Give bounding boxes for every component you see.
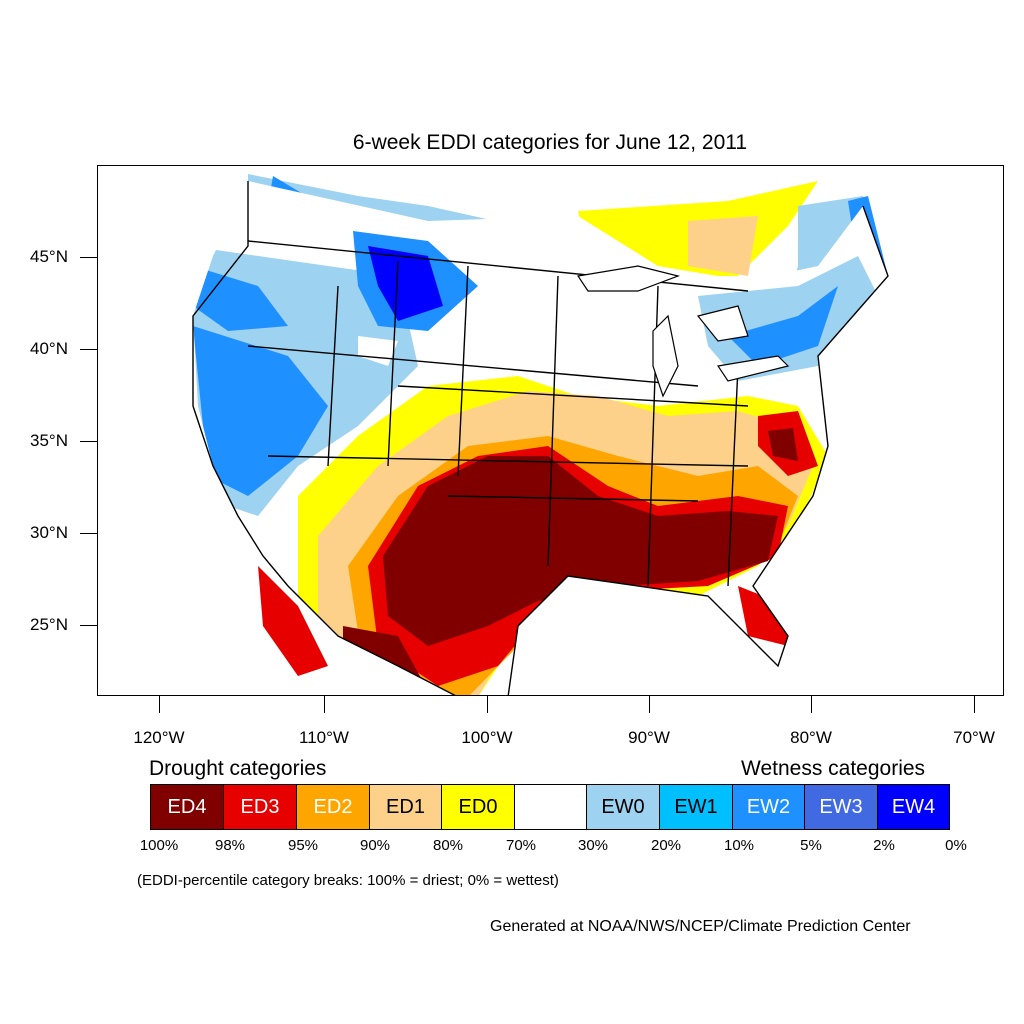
lon-label-100w: 100°W <box>461 728 513 747</box>
lat-tick <box>80 257 97 258</box>
legend-label: EW2 <box>746 795 791 818</box>
legend-label: ED0 <box>458 795 498 818</box>
legend-swatch-ew1: EW1 <box>659 784 733 830</box>
legend-label: EW3 <box>819 795 863 818</box>
lon-label-80w: 80°W <box>790 728 832 747</box>
percentile-label: 5% <box>800 837 822 854</box>
great-lakes <box>576 265 790 398</box>
lon-tick <box>159 696 160 713</box>
legend-label: ED2 <box>313 795 353 818</box>
legend-label: ED1 <box>386 795 425 818</box>
lon-tick <box>811 696 812 713</box>
legend-swatch-ed1: ED1 <box>369 784 442 830</box>
legend-swatch-ew3: EW3 <box>804 784 878 830</box>
lat-label-35: 35°N <box>30 431 68 450</box>
lon-label-70w: 70°W <box>953 728 995 747</box>
lon-tick <box>649 696 650 713</box>
legend-swatch-ed4: ED4 <box>150 784 224 830</box>
lat-tick <box>80 349 97 350</box>
percentile-label: 100% <box>139 837 179 854</box>
lat-tick <box>80 533 97 534</box>
lon-label-120w: 120°W <box>133 728 185 747</box>
percentile-label: 98% <box>214 837 246 854</box>
legend-label: EW4 <box>891 795 936 818</box>
baja-fill <box>258 566 328 676</box>
lon-tick <box>487 696 488 713</box>
percentile-label: 30% <box>577 837 609 854</box>
lon-label-110w: 110°W <box>299 728 349 747</box>
percentile-label: 20% <box>650 837 682 854</box>
percentile-label: 2% <box>873 837 895 854</box>
lat-label-25: 25°N <box>30 615 68 634</box>
percentile-label: 80% <box>432 837 464 854</box>
legend-swatch-ew0: EW0 <box>586 784 660 830</box>
legend-label: EW0 <box>601 795 645 818</box>
legend-swatch-ed2: ED2 <box>296 784 370 830</box>
percentile-label: 70% <box>505 837 537 854</box>
lon-tick <box>974 696 975 713</box>
percentile-label: 0% <box>945 837 967 854</box>
lat-label-40: 40°N <box>30 339 68 358</box>
category-breaks-note: (EDDI-percentile category breaks: 100% =… <box>137 872 559 889</box>
us-fill <box>193 181 888 695</box>
lat-tick <box>80 625 97 626</box>
legend-swatch-ed3: ED3 <box>223 784 297 830</box>
legend-label: ED3 <box>240 795 280 818</box>
legend-swatch-ed0: ED0 <box>441 784 515 830</box>
legend-swatch-ew4: EW4 <box>877 784 950 830</box>
credit-line: Generated at NOAA/NWS/NCEP/Climate Predi… <box>490 918 911 935</box>
map-panel <box>97 165 1004 696</box>
lon-label-90w: 90°W <box>628 728 670 747</box>
lat-label-45: 45°N <box>30 247 68 266</box>
legend-label: EW1 <box>674 795 718 818</box>
map-title: 6-week EDDI categories for June 12, 2011 <box>352 131 748 154</box>
legend-label: ED4 <box>167 795 207 818</box>
drought-legend-heading: Drought categories <box>149 757 327 780</box>
percentile-label: 95% <box>287 837 319 854</box>
percentile-label: 10% <box>723 837 755 854</box>
lat-tick <box>80 441 97 442</box>
lat-label-30: 30°N <box>30 523 68 542</box>
eddi-map <box>192 174 889 695</box>
lon-tick <box>324 696 325 713</box>
wetness-legend-heading: Wetness categories <box>741 757 926 780</box>
legend-swatch-neutral <box>514 784 587 830</box>
legend-swatch-ew2: EW2 <box>732 784 805 830</box>
percentile-label: 90% <box>359 837 391 854</box>
